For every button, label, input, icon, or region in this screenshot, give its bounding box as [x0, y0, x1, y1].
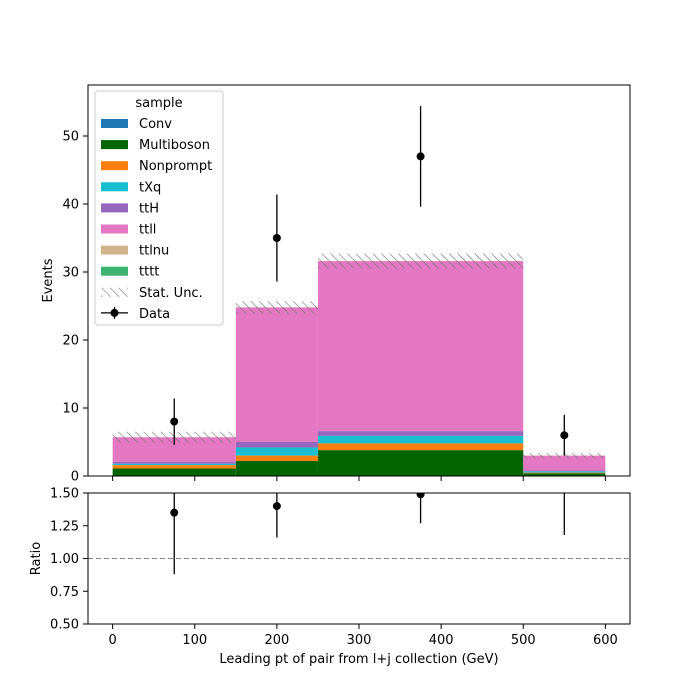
main-y-tick-label-2: 20 — [62, 334, 79, 349]
data-point-0 — [170, 417, 179, 426]
ratio-y-tick-label-0: 0.50 — [50, 618, 79, 633]
bar-tth-bin-0 — [112, 461, 236, 464]
bar-txq-bin-2 — [317, 435, 524, 444]
legend-label-ttll: ttll — [139, 223, 156, 238]
data-point-3 — [560, 431, 569, 440]
ratio-x-tick-label-0: 0 — [108, 633, 116, 648]
ratio-panel: 0 100 200 300 400 500 600 0.50 0.75 1.00 1.25 1.50… — [29, 482, 631, 667]
ratio-x-tick-label-6: 600 — [593, 633, 618, 648]
bar-txq-bin-1 — [235, 447, 318, 456]
legend-swatch-ttlnu — [101, 245, 128, 255]
legend-swatch-ttll — [101, 224, 128, 234]
main-y-tick-label-1: 10 — [62, 402, 79, 417]
bar-multiboson-bin-3 — [523, 473, 606, 476]
legend-label-nonprompt: Nonprompt — [139, 159, 212, 174]
main-panel: 0 10 20 30 40 50 Events — [41, 84, 631, 485]
legend-swatch-conv — [101, 119, 128, 128]
legend-label-txq: tXq — [139, 180, 161, 195]
x-axis-label: Leading pt of pair from l+j collection (… — [219, 652, 498, 667]
legend-frame — [94, 90, 224, 326]
bar-ttll-bin-1 — [235, 307, 318, 442]
ratio-x-tick-label-4: 400 — [429, 633, 454, 648]
bar-tth-bin-3 — [523, 470, 606, 472]
bar-multiboson-bin-0 — [112, 468, 236, 476]
legend-label-ttlnu: ttlnu — [139, 244, 169, 259]
legend-swatch-multiboson — [101, 140, 128, 150]
bar-multiboson-bin-2 — [317, 450, 524, 476]
ratio-y-tick-label-1: 0.75 — [50, 585, 79, 600]
ratio-point-1 — [272, 502, 281, 511]
bar-txq-bin-3 — [523, 471, 606, 473]
data-point-2 — [416, 152, 425, 161]
bar-tth-bin-2 — [317, 431, 524, 436]
main-y-tick-label-3: 30 — [62, 266, 79, 281]
bar-ttll-bin-2 — [317, 261, 524, 432]
legend-title: sample — [135, 96, 182, 111]
legend-swatch-stat-unc — [101, 287, 128, 297]
stat-unc-band-bin-2 — [317, 253, 524, 269]
main-y-tick-label-5: 50 — [62, 130, 79, 145]
ratio-y-tick-label-3: 1.25 — [50, 519, 79, 534]
legend-data-marker — [110, 308, 119, 317]
data-point-1 — [272, 234, 281, 242]
legend-label-multiboson: Multiboson — [139, 138, 210, 153]
main-y-tick-label-4: 40 — [62, 198, 79, 213]
legend: sample Conv Multiboson Nonprompt tXq ttH ttll… — [94, 90, 224, 326]
bar-nonprompt-bin-3 — [523, 472, 606, 474]
bar-nonprompt-bin-0 — [112, 465, 236, 469]
ratio-x-tick-label-5: 500 — [511, 633, 536, 648]
main-y-tick-label-0: 0 — [71, 470, 79, 485]
bar-tth-bin-1 — [235, 442, 318, 448]
legend-label-stat-unc: Stat. Unc. — [139, 286, 203, 301]
ratio-x-tick-label-2: 200 — [264, 633, 289, 648]
ratio-x-tick-label-1: 100 — [182, 633, 207, 648]
ratio-y-tick-label-2: 1.00 — [50, 552, 79, 567]
bar-txq-bin-0 — [112, 463, 236, 466]
bar-multiboson-bin-1 — [235, 461, 318, 476]
ratio-point-2 — [416, 493, 425, 499]
ratio-point-3 — [560, 482, 568, 490]
stat-unc-band-bin-1 — [235, 301, 318, 314]
legend-label-tth: ttH — [139, 201, 159, 216]
legend-swatch-nonprompt — [101, 161, 128, 171]
main-y-axis-label: Events — [41, 258, 56, 302]
legend-label-data: Data — [139, 307, 170, 322]
bar-nonprompt-bin-1 — [235, 455, 318, 462]
ratio-y-axis-label: Ratio — [29, 542, 44, 575]
legend-swatch-tttt — [101, 266, 128, 276]
ratio-y-tick-label-4: 1.50 — [50, 487, 79, 502]
legend-swatch-txq — [101, 182, 128, 192]
ratio-point-0 — [170, 508, 179, 517]
legend-label-conv: Conv — [139, 117, 172, 132]
ratio-x-tick-label-3: 300 — [347, 633, 372, 648]
bar-ttll-bin-3 — [523, 455, 606, 471]
bar-nonprompt-bin-2 — [317, 443, 524, 451]
legend-label-tttt: tttt — [139, 265, 159, 280]
legend-swatch-tth — [101, 203, 128, 213]
